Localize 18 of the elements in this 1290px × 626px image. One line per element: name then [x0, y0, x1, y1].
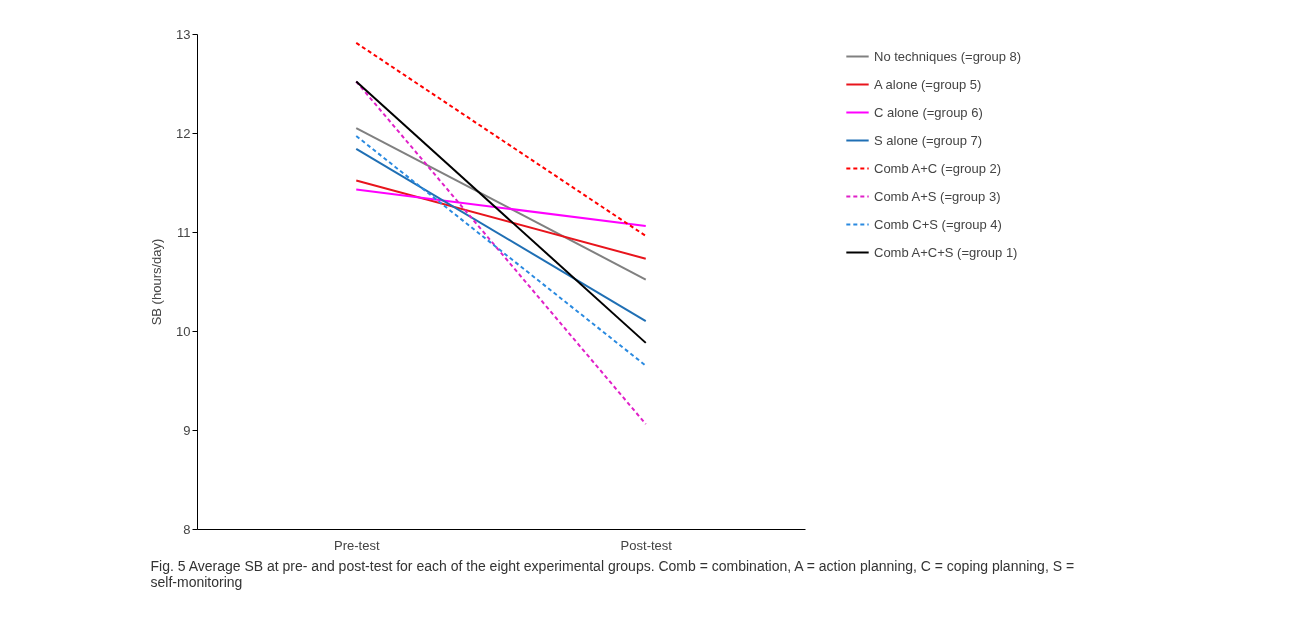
- legend-label: Comb C+S (=group 4): [874, 216, 1002, 232]
- y-tick-label: 9: [183, 422, 191, 438]
- x-tick-label: Post-test: [620, 537, 673, 553]
- y-axis-title: SB (hours/day): [149, 238, 165, 326]
- y-tick-label: 12: [176, 125, 191, 141]
- y-tick-label: 13: [176, 26, 191, 42]
- legend-label: A alone (=group 5): [874, 76, 982, 92]
- legend-label: S alone (=group 7): [874, 132, 983, 148]
- legend-label: Comb A+C+S (=group 1): [874, 244, 1018, 260]
- legend-label: C alone (=group 6): [874, 104, 983, 120]
- legend-label: Comb A+S (=group 3): [874, 188, 1001, 204]
- legend-label: No techniques (=group 8): [874, 48, 1022, 64]
- y-tick-label: 11: [177, 224, 191, 240]
- caption: Fig. 5 Average SB at pre- and post-test for each of the eight experimental groups. Comb = combination, A = action planning, C = coping planning, S = self-monitoring: [150, 558, 1075, 590]
- y-tick-label: 8: [183, 521, 191, 537]
- legend-label: Comb A+C (=group 2): [874, 160, 1002, 176]
- y-tick-label: 10: [176, 323, 191, 339]
- x-tick-label: Pre-test: [333, 537, 380, 553]
